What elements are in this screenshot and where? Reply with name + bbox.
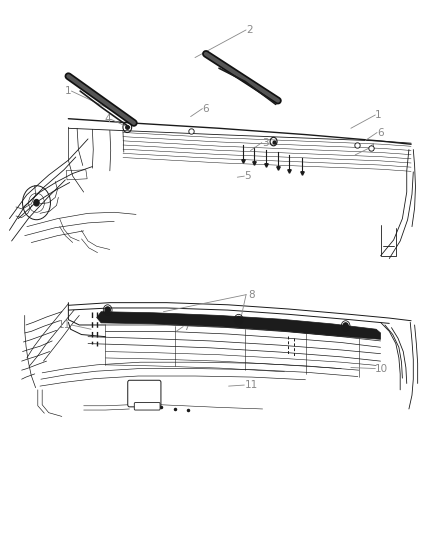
FancyBboxPatch shape	[128, 380, 161, 407]
Text: 5: 5	[244, 171, 251, 181]
Circle shape	[343, 323, 348, 329]
Text: 4: 4	[104, 114, 111, 124]
Text: 11: 11	[58, 320, 71, 330]
Text: 1: 1	[375, 110, 382, 120]
Text: 8: 8	[249, 289, 255, 300]
Text: 6: 6	[202, 103, 209, 114]
Text: 11: 11	[244, 380, 258, 390]
Text: 10: 10	[375, 364, 389, 374]
Text: 3: 3	[262, 138, 268, 148]
Text: 7: 7	[183, 321, 190, 332]
Text: 6: 6	[377, 127, 384, 138]
Text: 2: 2	[246, 25, 253, 35]
Circle shape	[105, 307, 110, 313]
Circle shape	[236, 317, 241, 323]
Text: 1: 1	[65, 86, 71, 96]
Polygon shape	[97, 312, 381, 340]
Text: 4: 4	[368, 143, 375, 154]
FancyBboxPatch shape	[134, 402, 160, 410]
Text: 9: 9	[133, 395, 140, 406]
Circle shape	[34, 199, 39, 206]
